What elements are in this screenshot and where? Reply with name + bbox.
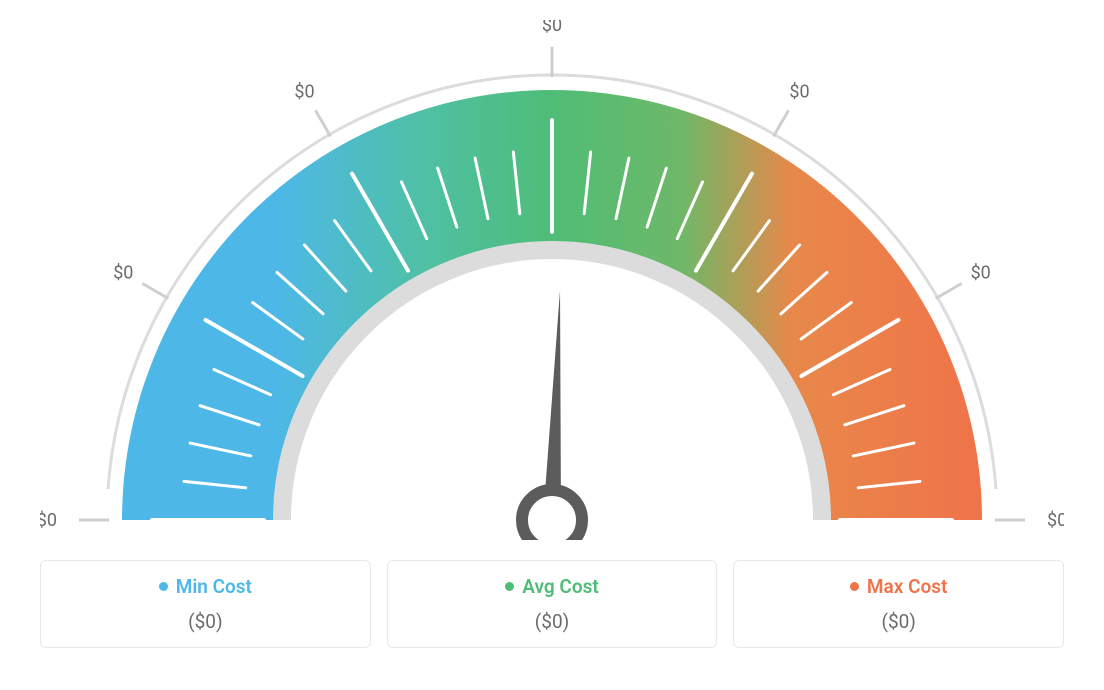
legend-label-max: Max Cost bbox=[850, 575, 948, 598]
legend-max-value: ($0) bbox=[754, 610, 1043, 633]
legend-avg-value: ($0) bbox=[408, 610, 697, 633]
legend-avg-text: Avg Cost bbox=[522, 575, 598, 598]
svg-text:$0: $0 bbox=[542, 20, 562, 36]
legend-label-avg: Avg Cost bbox=[505, 575, 598, 598]
svg-text:$0: $0 bbox=[294, 81, 314, 102]
svg-text:$0: $0 bbox=[40, 510, 57, 531]
legend-row: Min Cost ($0) Avg Cost ($0) Max Cost ($0… bbox=[40, 560, 1064, 648]
legend-dot-icon bbox=[505, 582, 514, 591]
gauge-svg: $0 $0 $0 $0 $0 $0 $0 bbox=[40, 20, 1064, 540]
legend-dot-icon bbox=[159, 582, 168, 591]
legend-label-min: Min Cost bbox=[159, 575, 252, 598]
legend-min-text: Min Cost bbox=[176, 575, 252, 598]
cost-gauge: $0 $0 $0 $0 $0 $0 $0 bbox=[40, 20, 1064, 540]
svg-text:$0: $0 bbox=[113, 263, 133, 284]
legend-card-max: Max Cost ($0) bbox=[733, 560, 1064, 648]
legend-card-min: Min Cost ($0) bbox=[40, 560, 371, 648]
legend-dot-icon bbox=[850, 582, 859, 591]
svg-text:$0: $0 bbox=[971, 263, 991, 284]
legend-min-value: ($0) bbox=[61, 610, 350, 633]
svg-text:$0: $0 bbox=[1047, 510, 1064, 531]
svg-text:$0: $0 bbox=[789, 81, 809, 102]
legend-card-avg: Avg Cost ($0) bbox=[387, 560, 718, 648]
legend-max-text: Max Cost bbox=[867, 575, 948, 598]
